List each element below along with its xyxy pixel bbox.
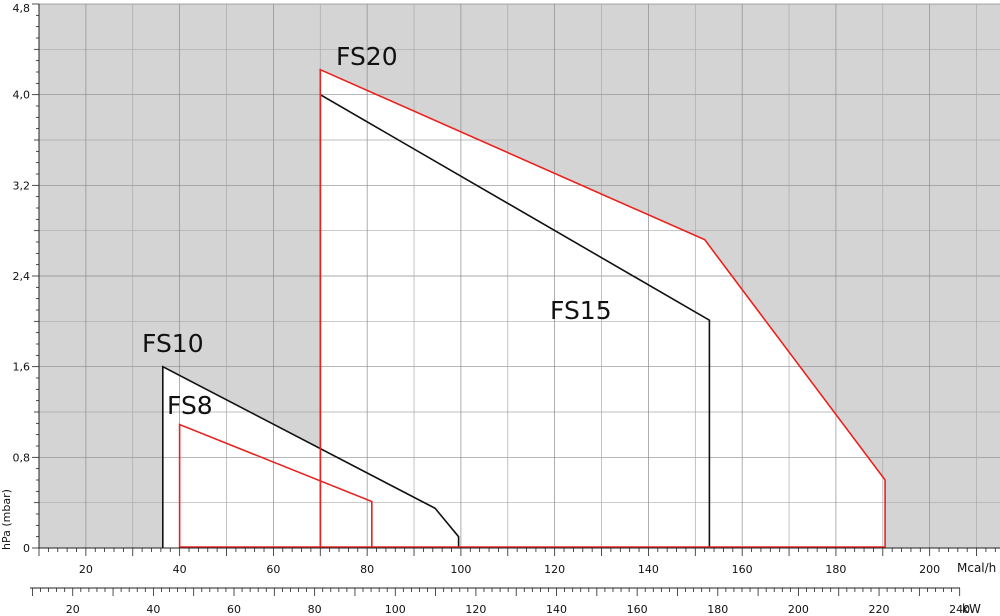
y-tick-label: 1,6	[13, 361, 31, 374]
x2-tick-label: 140	[546, 603, 567, 616]
x-tick-label: 140	[638, 563, 659, 576]
x-axis-unit-kw: kW	[962, 602, 981, 616]
x-tick-label: 120	[544, 563, 565, 576]
fill-fs20	[320, 69, 886, 548]
x2-tick-label: 240	[949, 603, 970, 616]
x2-tick-label: 20	[66, 603, 80, 616]
tick-marks	[32, 3, 996, 596]
series-label-fs20: FS20	[336, 42, 398, 71]
x-tick-label: 160	[732, 563, 753, 576]
series-label-fs8: FS8	[167, 391, 213, 420]
y-tick-label: 0	[23, 542, 30, 555]
y-tick-label: 0,8	[13, 451, 31, 464]
series-line-fs10	[162, 365, 460, 548]
y-tick-label: 3,2	[13, 179, 31, 192]
series-label-fs15: FS15	[550, 296, 612, 325]
x2-tick-label: 200	[788, 603, 809, 616]
y-axis-label: hPa (mbar)	[0, 489, 13, 550]
x-axis-unit-mcal: Mcal/h	[957, 561, 996, 575]
x-tick-label: 180	[825, 563, 846, 576]
x-tick-label: 100	[450, 563, 471, 576]
x-tick-label: 40	[173, 563, 187, 576]
series-label-fs10: FS10	[142, 329, 204, 358]
x2-tick-label: 160	[627, 603, 648, 616]
x2-tick-label: 40	[146, 603, 160, 616]
tick-labels: 0 0,8 1,6 2,4 3,2 4,0 4,8 20 40 60 80 100 120 140 160 1…	[13, 2, 971, 616]
y-tick-label: 2,4	[13, 270, 31, 283]
grid	[39, 3, 1000, 548]
y-tick-label: 4,8	[13, 2, 31, 15]
x2-tick-label: 180	[707, 603, 728, 616]
x-tick-label: 20	[79, 563, 93, 576]
x-tick-label: 80	[360, 563, 374, 576]
x2-tick-label: 100	[385, 603, 406, 616]
x-tick-label: 60	[266, 563, 280, 576]
y-tick-label: 4,0	[13, 89, 31, 102]
series-lines	[162, 68, 886, 548]
series-line-fs20	[319, 68, 886, 548]
x2-tick-label: 80	[308, 603, 322, 616]
x2-tick-label: 60	[227, 603, 241, 616]
x-tick-label: 200	[919, 563, 940, 576]
x2-tick-label: 120	[465, 603, 486, 616]
x2-tick-label: 220	[869, 603, 890, 616]
series-line-fs8	[178, 423, 373, 548]
